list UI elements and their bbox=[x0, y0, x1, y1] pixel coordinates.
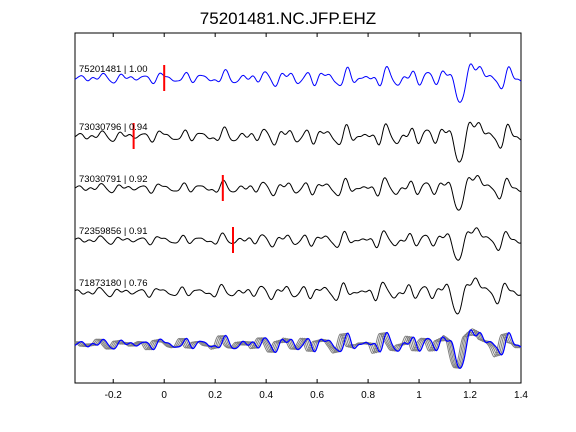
x-tick-label: 0 bbox=[161, 390, 167, 401]
x-tick-label: 0.6 bbox=[310, 390, 324, 401]
trace-label: 75201481 | 1.00 bbox=[79, 64, 148, 75]
x-tick-label: -0.2 bbox=[105, 390, 123, 401]
trace-75201481 bbox=[74, 63, 522, 103]
trace-71873180 bbox=[74, 277, 522, 315]
x-tick-label: 0.4 bbox=[259, 390, 273, 401]
traces-group bbox=[74, 63, 522, 369]
x-tick-label: 0.2 bbox=[208, 390, 222, 401]
trace-72359856 bbox=[74, 227, 522, 261]
x-tick-label: 1.2 bbox=[463, 390, 477, 401]
x-tick-label: 1 bbox=[416, 390, 422, 401]
trace-label: 73030791 | 0.92 bbox=[79, 174, 148, 185]
trace-label: 71873180 | 0.76 bbox=[79, 278, 148, 289]
chart-title: 75201481.NC.JFP.EHZ bbox=[200, 9, 376, 28]
x-tick-label: 0.8 bbox=[361, 390, 375, 401]
x-axis: -0.2 0 0.2 0.4 0.6 0.8 1 1.2 1.4 bbox=[105, 33, 528, 401]
trace-labels-group: 75201481 | 1.00 73030796 | 0.94 73030791 |… bbox=[79, 64, 148, 289]
overlay-trace-72359856 bbox=[74, 329, 522, 369]
plot-frame bbox=[74, 32, 522, 384]
trace-73030791 bbox=[74, 174, 522, 211]
trace-label: 73030796 | 0.94 bbox=[79, 122, 148, 133]
overlay-trace-master bbox=[74, 329, 522, 369]
picks-group bbox=[132, 65, 235, 253]
trace-label: 72359856 | 0.91 bbox=[79, 226, 148, 237]
x-tick-label: 1.4 bbox=[514, 390, 528, 401]
trace-73030796 bbox=[74, 121, 522, 163]
